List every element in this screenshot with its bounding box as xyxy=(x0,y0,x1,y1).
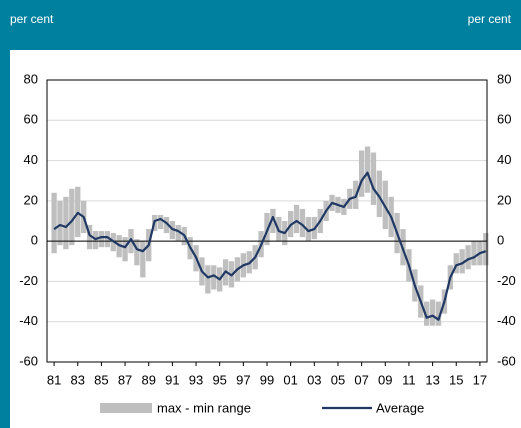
y-tick-label: 0 xyxy=(31,233,38,248)
legend-label: Average xyxy=(376,400,424,415)
x-tick-label: 95 xyxy=(212,372,226,387)
range-bar xyxy=(134,239,140,266)
range-bar xyxy=(435,301,442,326)
y-tick-label: -40 xyxy=(19,313,38,328)
x-tick-label: 93 xyxy=(189,372,203,387)
x-tick-label: 87 xyxy=(118,372,132,387)
plot-frame xyxy=(46,79,488,363)
range-bar xyxy=(376,170,383,217)
range-bar xyxy=(429,299,436,326)
x-tick-label: 07 xyxy=(354,372,368,387)
y-axis-label: per cent xyxy=(10,12,54,26)
range-bar xyxy=(270,208,276,234)
range-bar xyxy=(98,231,105,248)
range-bar xyxy=(86,225,93,250)
range-bar xyxy=(122,237,128,262)
range-bar xyxy=(305,216,312,242)
x-tick-label: 97 xyxy=(236,372,250,387)
range-bar xyxy=(424,301,430,326)
range-bar xyxy=(364,146,371,193)
range-bar xyxy=(140,241,146,278)
range-bar xyxy=(163,216,170,234)
y2-tick-label: 60 xyxy=(497,112,511,127)
x-tick-label: 15 xyxy=(449,372,463,387)
x-tick-label: 91 xyxy=(165,372,179,387)
range-bar xyxy=(358,150,365,197)
range-bar xyxy=(459,249,465,274)
y2-tick-label: 20 xyxy=(497,192,511,207)
legend-swatch xyxy=(100,403,152,413)
y-tick-label: 60 xyxy=(24,112,38,127)
range-bar xyxy=(299,208,306,238)
x-tick-label: 11 xyxy=(402,372,416,387)
y2-tick-label: 40 xyxy=(497,152,511,167)
range-bar xyxy=(293,204,300,234)
legend-label: max - min range xyxy=(157,400,251,415)
range-bar xyxy=(157,214,164,230)
range-bar xyxy=(175,225,181,242)
y-tick-label: 20 xyxy=(24,192,38,207)
x-tick-label: 85 xyxy=(94,372,108,387)
y2-tick-label: 80 xyxy=(497,71,511,86)
range-bar xyxy=(453,253,459,274)
x-tick-label: 99 xyxy=(260,372,274,387)
range-bar xyxy=(205,265,211,294)
range-bar xyxy=(211,265,217,290)
y-tick-label: -20 xyxy=(19,273,38,288)
range-bar xyxy=(57,200,63,246)
y2-tick-label: -60 xyxy=(497,353,516,368)
range-bar xyxy=(51,192,57,254)
range-bar xyxy=(104,231,110,248)
x-tick-label: 89 xyxy=(141,372,155,387)
x-tick-label: 03 xyxy=(307,372,321,387)
x-tick-label: 09 xyxy=(378,372,392,387)
y2-tick-label: 0 xyxy=(497,233,504,248)
x-tick-label: 17 xyxy=(473,372,487,387)
x-tick-label: 13 xyxy=(425,372,439,387)
range-bar xyxy=(471,241,477,266)
x-tick-label: 05 xyxy=(331,372,345,387)
range-bar xyxy=(370,152,377,205)
range-bar xyxy=(69,188,75,246)
y-tick-label: 40 xyxy=(24,152,38,167)
range-bar xyxy=(465,245,471,270)
range-bar xyxy=(63,196,69,250)
x-tick-label: 83 xyxy=(71,372,85,387)
y2-tick-label: -40 xyxy=(497,313,516,328)
y2-tick-label: -20 xyxy=(497,273,516,288)
x-tick-label: 81 xyxy=(47,372,61,387)
x-tick-label: 01 xyxy=(283,372,297,387)
y-tick-label: 80 xyxy=(24,71,38,86)
y2-axis-label: per cent xyxy=(468,12,512,26)
average-line xyxy=(53,171,487,321)
range-bar xyxy=(483,233,489,266)
y-tick-label: -60 xyxy=(19,353,38,368)
